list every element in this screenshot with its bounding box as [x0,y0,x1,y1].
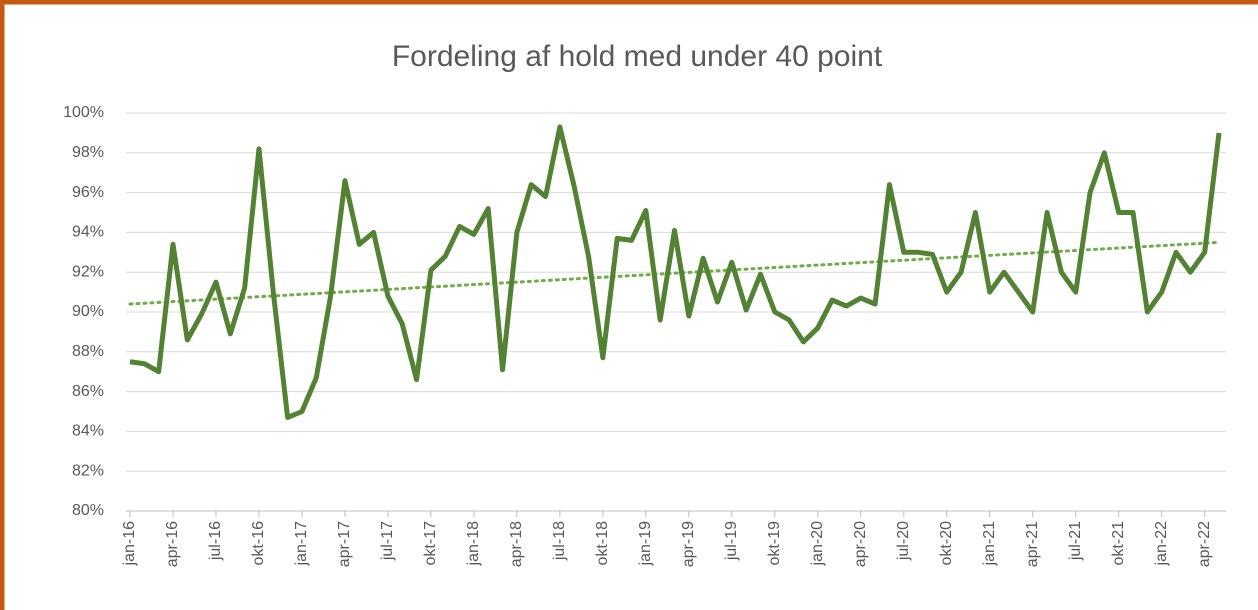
x-tick-label: okt-21 [1110,521,1127,566]
x-tick-label: apr-16 [164,521,181,567]
x-tick-label: apr-17 [336,521,353,567]
x-tick-label: okt-20 [938,521,955,566]
y-tick-label: 84% [72,423,104,440]
trendline [128,240,1221,306]
x-tick-label: apr-19 [680,521,697,567]
y-tick-label: 94% [72,224,104,241]
y-tick-label: 92% [72,263,104,280]
x-tick-label: okt-18 [594,521,611,566]
x-tick-label: jul-16 [207,521,224,561]
x-tick-label: jan-19 [637,521,654,567]
chart-title: Fordeling af hold med under 40 point [392,40,883,73]
x-tick-label: okt-16 [250,521,267,566]
x-tick-label: apr-20 [852,521,869,567]
x-tick-label: jan-17 [293,521,310,567]
x-tick-label: jul-20 [895,521,912,561]
x-tick-label: jan-20 [809,521,826,567]
x-tick-label: jan-16 [121,521,138,567]
y-tick-label: 88% [72,343,104,360]
x-tick-label: jul-19 [723,521,740,561]
y-tick-label: 98% [72,144,104,161]
x-tick-label: apr-21 [1024,521,1041,567]
y-tick-label: 90% [72,303,104,320]
y-tick-label: 100% [63,104,104,121]
x-tick-label: okt-19 [766,521,783,566]
y-tick-label: 82% [72,462,104,479]
x-tick-label: jan-21 [981,521,998,567]
x-tick-label: jul-18 [551,521,568,561]
y-tick-label: 80% [72,502,104,519]
data-line [129,124,1222,420]
x-tick-label: jan-18 [465,521,482,567]
x-tick-label: jul-17 [379,521,396,561]
x-tick-label: apr-18 [508,521,525,567]
x-tick-label: okt-17 [422,521,439,566]
x-tick-label: jan-22 [1153,521,1170,567]
x-tick-label: jul-21 [1067,521,1084,561]
y-tick-label: 86% [72,383,104,400]
x-tick-label: apr-22 [1196,521,1213,567]
y-tick-label: 96% [72,184,104,201]
